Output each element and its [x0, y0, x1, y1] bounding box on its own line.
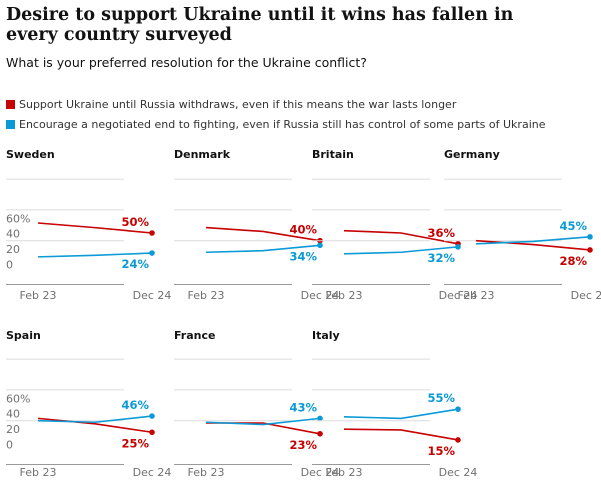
y-tick-label-spain: 60% — [6, 392, 30, 405]
series-line-negotiate-france — [205, 417, 321, 426]
end-label-negotiate-denmark: 34% — [289, 249, 317, 263]
end-label-negotiate-germany: 45% — [559, 219, 587, 233]
end-point-negotiate-sweden — [149, 250, 155, 256]
x-tick-label-sweden: Dec 24 — [133, 289, 172, 302]
x-tick-label-britain: Feb 23 — [326, 289, 363, 302]
panel-title-italy: Italy — [312, 329, 340, 342]
panel-title-sweden: Sweden — [6, 148, 55, 161]
end-point-negotiate-italy — [455, 406, 461, 412]
series-line-support-spain — [37, 417, 153, 434]
series-line-support-italy — [343, 428, 459, 441]
series-line-negotiate-sweden — [37, 252, 153, 258]
x-tick-label-germany: Dec 24 — [571, 289, 601, 302]
end-point-negotiate-germany — [587, 234, 593, 240]
x-tick-label-denmark: Dec 24 — [301, 289, 340, 302]
panel-title-denmark: Denmark — [174, 148, 231, 161]
chart-title: Desire to support Ukraine until it wins … — [6, 5, 514, 45]
panel-title-spain: Spain — [6, 329, 41, 342]
y-tick-label-sweden: 20 — [6, 243, 20, 256]
x-tick-label-italy: Feb 23 — [326, 466, 363, 479]
series-line-support-britain — [343, 229, 459, 245]
y-tick-label-spain: 0 — [6, 439, 13, 452]
end-label-support-italy: 15% — [427, 444, 455, 458]
end-point-negotiate-spain — [149, 413, 155, 419]
end-label-negotiate-britain: 32% — [427, 251, 455, 265]
end-point-support-germany — [587, 247, 593, 253]
x-tick-label-britain: Dec 24 — [439, 289, 478, 302]
x-tick-label-france: Dec 24 — [301, 466, 340, 479]
x-tick-label-spain: Dec 24 — [133, 466, 172, 479]
x-tick-label-denmark: Feb 23 — [188, 289, 225, 302]
end-point-negotiate-denmark — [317, 242, 323, 249]
end-point-support-sweden — [149, 230, 155, 236]
end-label-support-britain: 36% — [427, 226, 455, 240]
legend: Support Ukraine until Russia withdraws, … — [6, 96, 546, 136]
end-label-negotiate-france: 43% — [289, 400, 317, 414]
x-tick-label-germany: Feb 23 — [458, 289, 495, 302]
series-line-support-germany — [475, 239, 591, 251]
legend-swatch-negotiate — [6, 119, 15, 129]
end-point-negotiate-britain — [455, 244, 461, 250]
panel-title-germany: Germany — [444, 148, 500, 161]
end-point-support-italy — [455, 437, 461, 443]
y-tick-label-spain: 20 — [6, 423, 20, 436]
series-line-negotiate-spain — [37, 415, 153, 424]
legend-item-support: Support Ukraine until Russia withdraws, … — [6, 96, 546, 112]
end-point-support-spain — [149, 429, 155, 436]
end-label-support-denmark: 40% — [289, 223, 317, 237]
series-line-negotiate-italy — [343, 408, 459, 420]
y-tick-label-sweden: 40 — [6, 228, 20, 241]
end-label-support-spain: 25% — [121, 436, 149, 450]
series-line-negotiate-britain — [343, 246, 459, 255]
legend-swatch-support — [6, 99, 15, 109]
end-label-negotiate-italy: 55% — [427, 391, 455, 405]
end-label-support-france: 23% — [289, 438, 317, 452]
x-tick-label-france: Feb 23 — [188, 466, 225, 479]
series-line-support-denmark — [205, 226, 321, 242]
y-tick-label-sweden: 0 — [6, 259, 13, 272]
panel-title-britain: Britain — [312, 148, 354, 161]
y-tick-label-sweden: 60% — [6, 212, 30, 225]
end-label-support-germany: 28% — [559, 254, 587, 268]
y-tick-label-spain: 40 — [6, 408, 20, 421]
series-line-negotiate-denmark — [205, 244, 321, 254]
end-point-support-france — [317, 430, 323, 437]
series-line-support-sweden — [37, 222, 153, 234]
legend-label-support: Support Ukraine until Russia withdraws, … — [19, 97, 457, 111]
chart-subtitle: What is your preferred resolution for th… — [6, 55, 367, 70]
panel-title-france: France — [174, 329, 215, 342]
end-point-negotiate-france — [317, 415, 323, 422]
end-label-negotiate-spain: 46% — [121, 398, 149, 412]
x-tick-label-sweden: Feb 23 — [20, 289, 57, 302]
legend-label-negotiate: Encourage a negotiated end to fighting, … — [19, 117, 546, 131]
end-label-negotiate-sweden: 24% — [121, 257, 149, 271]
x-tick-label-spain: Feb 23 — [20, 466, 57, 479]
series-line-negotiate-germany — [475, 236, 591, 245]
x-tick-label-italy: Dec 24 — [439, 466, 478, 479]
end-label-support-sweden: 50% — [121, 215, 149, 229]
legend-item-negotiate: Encourage a negotiated end to fighting, … — [6, 116, 546, 132]
